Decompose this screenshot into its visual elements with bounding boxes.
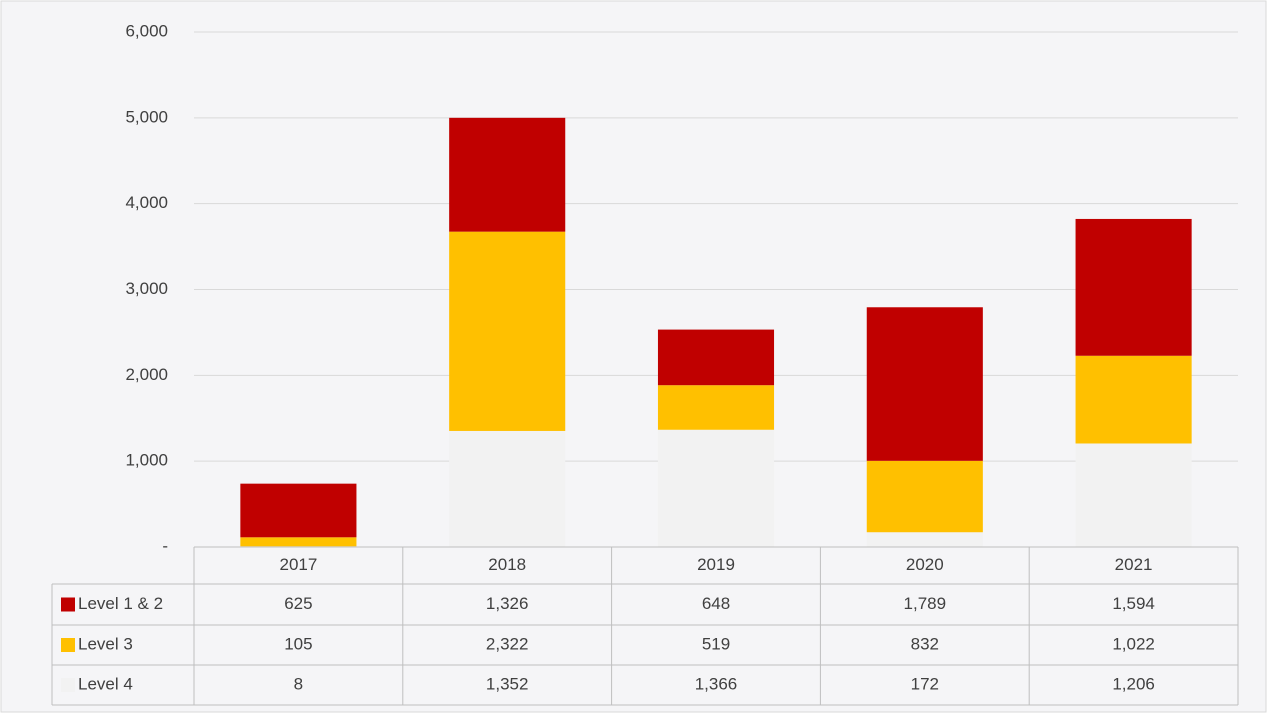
bar-segment — [866, 307, 983, 461]
legend-label: Level 4 — [78, 674, 133, 693]
bar-segment — [449, 231, 566, 431]
y-tick-label: 3,000 — [125, 279, 168, 298]
y-tick-label: - — [162, 536, 168, 555]
y-tick-label: 4,000 — [125, 193, 168, 212]
table-value: 8 — [294, 674, 303, 693]
bar-segment — [1075, 355, 1192, 444]
table-value: 1,594 — [1112, 594, 1155, 613]
legend-swatch — [61, 638, 75, 652]
x-tick-label: 2021 — [1115, 555, 1153, 574]
bar-segment — [657, 329, 775, 386]
table-value: 1,022 — [1112, 634, 1155, 653]
x-tick-label: 2018 — [488, 555, 526, 574]
bar-segment — [449, 430, 566, 547]
table-value: 172 — [911, 674, 939, 693]
bar-segment — [1075, 218, 1192, 356]
legend-swatch — [61, 678, 75, 692]
x-tick-label: 2019 — [697, 555, 735, 574]
legend-swatch — [61, 597, 75, 612]
bar-segment — [866, 532, 983, 547]
table-value: 1,366 — [695, 674, 738, 693]
table-value: 1,352 — [486, 674, 529, 693]
legend-label: Level 1 & 2 — [78, 594, 163, 613]
y-tick-label: 5,000 — [125, 107, 168, 126]
table-value: 648 — [702, 594, 730, 613]
x-tick-label: 2017 — [279, 555, 317, 574]
bar-segment — [449, 117, 566, 232]
table-value: 1,326 — [486, 594, 529, 613]
bar-segment — [866, 460, 983, 533]
table-value: 832 — [911, 634, 939, 653]
bar-segment — [240, 537, 357, 547]
bar-segment — [1075, 443, 1192, 547]
y-tick-label: 2,000 — [125, 365, 168, 384]
bar-segment — [657, 429, 775, 547]
y-tick-label: 1,000 — [125, 451, 168, 470]
legend-label: Level 3 — [78, 634, 133, 653]
table-value: 1,789 — [904, 594, 947, 613]
table-value: 1,206 — [1112, 674, 1155, 693]
table-value: 105 — [284, 634, 312, 653]
bar-segment — [240, 483, 357, 538]
table-value: 519 — [702, 634, 730, 653]
y-tick-label: 6,000 — [125, 21, 168, 40]
bar-segment — [657, 385, 775, 430]
table-value: 625 — [284, 594, 312, 613]
table-value: 2,322 — [486, 634, 529, 653]
x-tick-label: 2020 — [906, 555, 944, 574]
